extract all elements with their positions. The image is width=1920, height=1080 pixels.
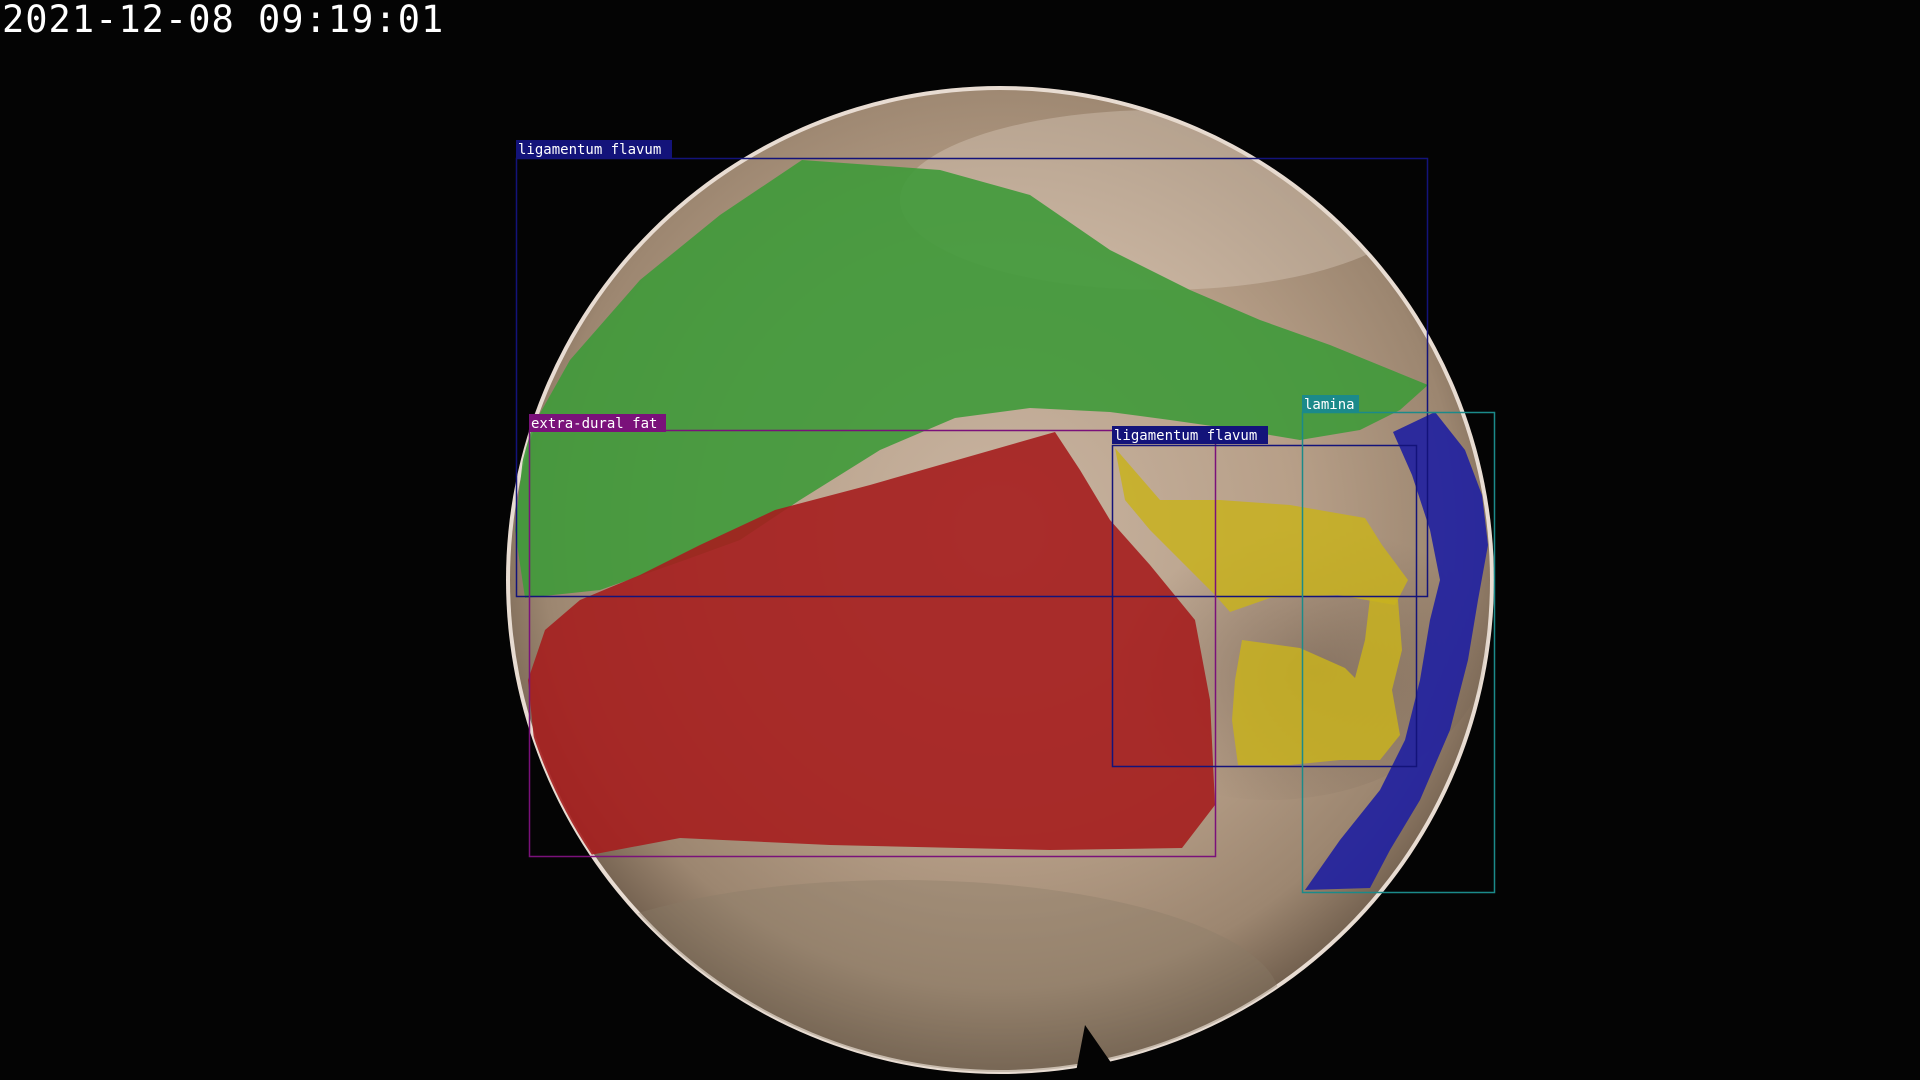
yellow-mask <box>1115 448 1408 612</box>
label-bg-lamina <box>1302 395 1359 413</box>
bbox-ligamentum-flavum-top <box>515 157 1429 598</box>
label-bg-extra-dural-fat <box>529 414 666 432</box>
blue-mask <box>1305 412 1488 890</box>
label-bg-ligamentum-flavum-top <box>516 140 672 158</box>
label-ligamentum-flavum-right: ligamentum flavum <box>1114 428 1257 444</box>
bbox-extra-dural-fat <box>528 429 1217 858</box>
green-mask <box>515 160 1428 598</box>
label-ligamentum-flavum-top: ligamentum flavum <box>518 142 661 158</box>
bbox-ligamentum-flavum-right <box>1111 444 1418 768</box>
bbox-lamina <box>1301 411 1496 894</box>
scope-notch <box>1075 1025 1130 1077</box>
yellow-mask-lower <box>1232 598 1402 765</box>
label-lamina: lamina <box>1304 397 1355 413</box>
label-bg-ligamentum-flavum-right <box>1112 426 1268 444</box>
red-mask <box>528 432 1215 855</box>
label-extra-dural-fat: extra-dural fat <box>531 416 657 432</box>
segmentation-masks <box>515 160 1488 890</box>
bounding-boxes: ligamentum flavum extra-dural fat ligame… <box>515 140 1496 894</box>
timestamp-overlay: 2021-12-08 09:19:01 <box>2 0 445 41</box>
